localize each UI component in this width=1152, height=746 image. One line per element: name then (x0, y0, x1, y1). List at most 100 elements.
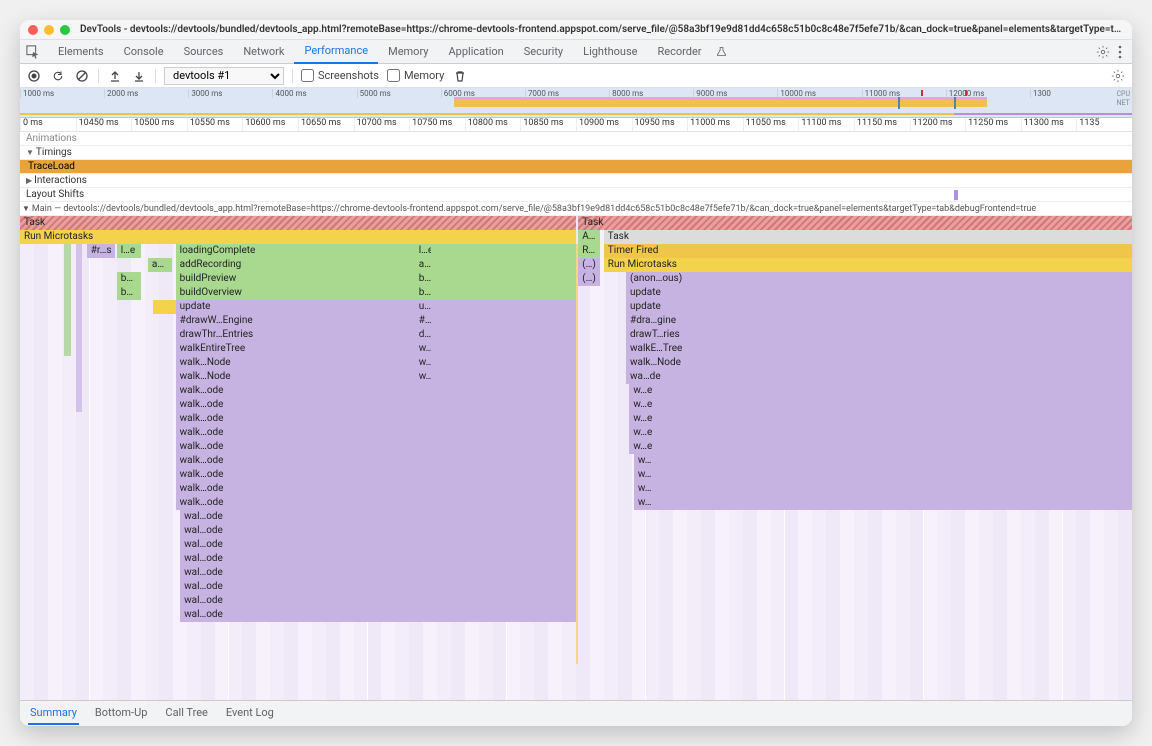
flame-entry[interactable]: #dra…gine (626, 314, 1132, 328)
main-thread-header[interactable]: ▼Main — devtools://devtools/bundled/devt… (20, 202, 1132, 216)
flame-entry[interactable]: walk…ode (176, 384, 576, 398)
flame-entry[interactable]: w…e (629, 440, 1132, 454)
close-icon[interactable] (28, 25, 38, 35)
flame-entry[interactable]: w… (634, 468, 1132, 482)
flame-entry[interactable]: w… (634, 496, 1132, 510)
flame-entry[interactable]: walk…Node (176, 370, 576, 384)
tab-security[interactable]: Security (514, 40, 573, 64)
timings-row[interactable]: ▼Timings (20, 146, 1132, 160)
flame-entry[interactable]: w… (415, 356, 432, 370)
flame-entry[interactable]: wal…ode (180, 524, 576, 538)
tab-lighthouse[interactable]: Lighthouse (573, 40, 647, 64)
flame-entry[interactable]: w… (415, 370, 432, 384)
flame-entry[interactable]: a… (148, 258, 172, 272)
flame-entry[interactable]: walkEntireTree (176, 342, 576, 356)
flame-entry[interactable]: a… (415, 258, 432, 272)
tab-performance[interactable]: Performance (294, 40, 378, 64)
download-icon[interactable] (131, 68, 147, 84)
reload-icon[interactable] (50, 68, 66, 84)
flame-entry[interactable]: Run Microtasks (20, 230, 576, 244)
flame-entry[interactable]: walk…Node (176, 356, 576, 370)
flame-entry[interactable]: walk…Node (626, 356, 1132, 370)
flame-entry[interactable]: wal…ode (180, 580, 576, 594)
flame-entry[interactable]: b… (117, 286, 141, 300)
flame-entry[interactable]: walk…ode (176, 440, 576, 454)
trash-icon[interactable] (452, 68, 468, 84)
flame-entry[interactable]: walk…ode (176, 454, 576, 468)
flame-entry[interactable]: wal…ode (180, 608, 576, 622)
flame-entry[interactable]: walk…ode (176, 496, 576, 510)
flame-entry[interactable]: b… (117, 272, 141, 286)
overview-timeline[interactable]: 1000 ms2000 ms3000 ms4000 ms5000 ms6000 … (20, 88, 1132, 118)
flame-entry[interactable]: wal…ode (180, 594, 576, 608)
flame-entry[interactable]: w…e (629, 426, 1132, 440)
flame-entry[interactable]: l…e (117, 244, 141, 258)
flame-entry[interactable]: #r…s (87, 244, 115, 258)
flame-entry[interactable]: d… (415, 328, 432, 342)
animations-row[interactable]: Animations (20, 132, 1132, 146)
flame-entry[interactable]: w…e (629, 398, 1132, 412)
tab-elements[interactable]: Elements (48, 40, 114, 64)
bottom-tab-call-tree[interactable]: Call Tree (163, 702, 209, 725)
flame-entry[interactable]: w…e (629, 412, 1132, 426)
flame-entry[interactable]: wal…ode (180, 510, 576, 524)
more-icon[interactable] (1118, 45, 1122, 59)
flame-entry[interactable]: drawThr…Entries (176, 328, 576, 342)
flame-entry[interactable]: (…) (578, 272, 600, 286)
flame-entry[interactable]: Task (604, 230, 1132, 244)
flame-entry[interactable]: walk…ode (176, 426, 576, 440)
flame-entry[interactable]: Run Microtasks (604, 258, 1132, 272)
flame-entry[interactable] (153, 300, 175, 314)
memory-checkbox[interactable]: Memory (387, 69, 444, 82)
flame-entry[interactable]: Timer Fired (604, 244, 1132, 258)
interactions-row[interactable]: ▶Interactions (20, 174, 1132, 188)
tab-console[interactable]: Console (114, 40, 174, 64)
minimize-icon[interactable] (44, 25, 54, 35)
traceload-row[interactable]: TraceLoad (20, 160, 1132, 174)
flame-entry[interactable]: walk…ode (176, 482, 576, 496)
flame-entry[interactable]: buildPreview (176, 272, 576, 286)
flame-entry[interactable]: u… (415, 300, 432, 314)
flame-entry[interactable]: walk…ode (176, 412, 576, 426)
flame-entry[interactable]: w… (415, 342, 432, 356)
flame-entry[interactable]: #… (415, 314, 432, 328)
gear-icon[interactable] (1096, 45, 1110, 59)
tab-recorder[interactable]: Recorder (647, 40, 711, 64)
flame-entry[interactable]: R… (578, 244, 600, 258)
flame-entry[interactable]: (anon…ous) (626, 272, 1132, 286)
flame-entry[interactable]: wa…de (626, 370, 1132, 384)
flame-entry[interactable]: loadingComplete (176, 244, 576, 258)
record-icon[interactable] (26, 68, 42, 84)
flame-entry[interactable]: b… (415, 272, 432, 286)
inspect-icon[interactable] (26, 45, 40, 59)
flame-entry[interactable]: update (626, 286, 1132, 300)
flame-entry[interactable]: w…e (629, 384, 1132, 398)
flame-entry[interactable]: Task (20, 216, 576, 230)
settings-icon[interactable] (1110, 68, 1126, 84)
flame-entry[interactable]: w… (634, 454, 1132, 468)
flame-entry[interactable]: b… (415, 286, 432, 300)
tab-memory[interactable]: Memory (378, 40, 438, 64)
bottom-tab-event-log[interactable]: Event Log (224, 702, 276, 725)
flame-entry[interactable]: w… (634, 482, 1132, 496)
flame-entry[interactable]: #drawW…Engine (176, 314, 576, 328)
clear-icon[interactable] (74, 68, 90, 84)
tab-sources[interactable]: Sources (174, 40, 234, 64)
flame-entry[interactable]: Task (578, 216, 1132, 230)
layout-shifts-row[interactable]: Layout Shifts (20, 188, 1132, 202)
flame-entry[interactable]: A… (578, 230, 600, 244)
flame-entry[interactable]: walk…ode (176, 398, 576, 412)
timeline-ruler[interactable]: 0 ms10450 ms10500 ms10550 ms10600 ms1065… (20, 118, 1132, 132)
zoom-icon[interactable] (60, 25, 70, 35)
flame-entry[interactable]: walk…ode (176, 468, 576, 482)
tab-application[interactable]: Application (438, 40, 513, 64)
tab-network[interactable]: Network (233, 40, 294, 64)
flame-entry[interactable]: walkE…Tree (626, 342, 1132, 356)
screenshots-checkbox[interactable]: Screenshots (301, 69, 379, 82)
flame-entry[interactable]: (…) (578, 258, 600, 272)
flame-entry[interactable]: wal…ode (180, 552, 576, 566)
flame-entry[interactable]: update (176, 300, 576, 314)
flame-entry[interactable]: wal…ode (180, 566, 576, 580)
flame-entry[interactable]: buildOverview (176, 286, 576, 300)
bottom-tab-bottom-up[interactable]: Bottom-Up (93, 702, 150, 725)
